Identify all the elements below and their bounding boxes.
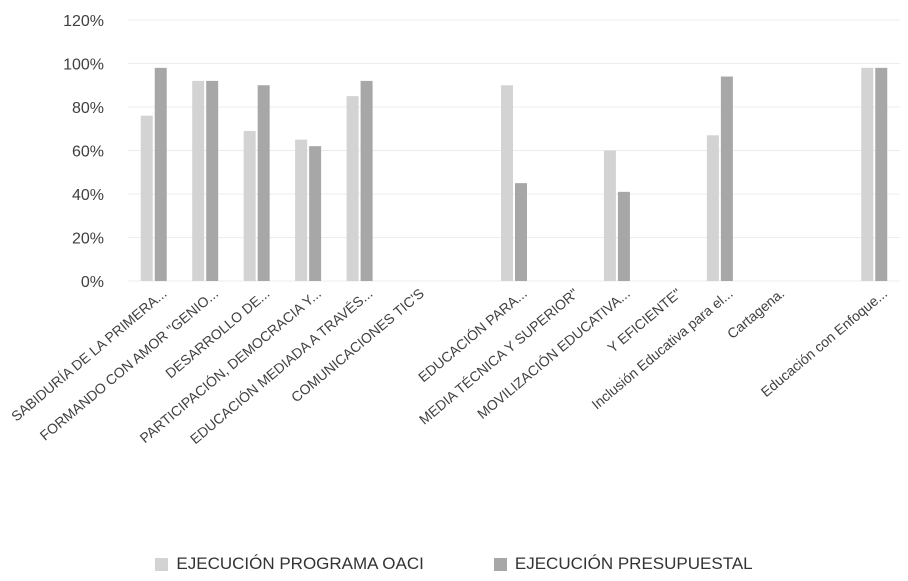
- chart-canvas: 0% 20% 40% 60% 80% 100% 120% SABIDURÍA DE LA P…: [8, 13, 900, 447]
- bar-series1-cat4: [295, 139, 308, 281]
- bar-series1-cat5: [346, 96, 359, 281]
- bar-series2-cat1: [154, 67, 167, 281]
- y-tick-label-1: 20%: [72, 231, 104, 248]
- x-tick-label-13: Cartagena.: [724, 285, 787, 342]
- bar-series1-cat3: [243, 130, 256, 281]
- bar-series1-cat1: [140, 115, 153, 281]
- y-tick-label-0: 0%: [81, 274, 104, 291]
- y-tick-label-2: 40%: [72, 187, 104, 204]
- bar-series2-cat3: [257, 85, 270, 281]
- legend: EJECUCIÓN PROGRAMA OACI EJECUCIÓN PRESUP…: [0, 552, 908, 576]
- y-axis-ticks: 0% 20% 40% 60% 80% 100% 120%: [63, 13, 104, 291]
- legend-swatch-series-2: [493, 557, 507, 571]
- x-tick-label-4: PARTICIPACIÓN, DEMOCRACIA Y...: [137, 285, 324, 446]
- bar-series1-cat15: [861, 67, 874, 281]
- bar-series2-cat10: [617, 191, 630, 281]
- legend-item-series-2: EJECUCIÓN PRESUPUESTAL: [493, 554, 753, 574]
- legend-label-series-2: EJECUCIÓN PRESUPUESTAL: [514, 554, 753, 573]
- gridlines: [128, 19, 900, 282]
- y-tick-label-5: 100%: [63, 57, 104, 74]
- bar-series2-cat4: [309, 146, 322, 281]
- x-axis-labels: SABIDURÍA DE LA PRIMERA...FORMANDO CON A…: [8, 285, 890, 447]
- bar-series2-cat5: [360, 80, 373, 282]
- y-tick-label-6: 120%: [63, 13, 104, 30]
- x-tick-label-5: EDUCACIÓN MEDIADA A TRAVÉS...: [187, 285, 376, 447]
- y-tick-label-4: 80%: [72, 100, 104, 117]
- bar-series1-cat10: [603, 150, 616, 281]
- y-tick-label-3: 60%: [72, 144, 104, 161]
- bars: [140, 67, 888, 282]
- legend-item-series-1: EJECUCIÓN PROGRAMA OACI: [155, 554, 424, 574]
- bar-series1-cat8: [501, 85, 513, 281]
- legend-swatch-series-1: [155, 557, 169, 571]
- bar-series2-cat2: [206, 80, 219, 282]
- bar-series2-cat15: [875, 67, 888, 281]
- legend-label-series-1: EJECUCIÓN PROGRAMA OACI: [176, 554, 424, 573]
- bar-series2-cat8: [515, 183, 527, 281]
- bar-series1-cat12: [706, 135, 719, 281]
- bar-series1-cat2: [192, 80, 205, 282]
- bar-series2-cat12: [720, 76, 733, 281]
